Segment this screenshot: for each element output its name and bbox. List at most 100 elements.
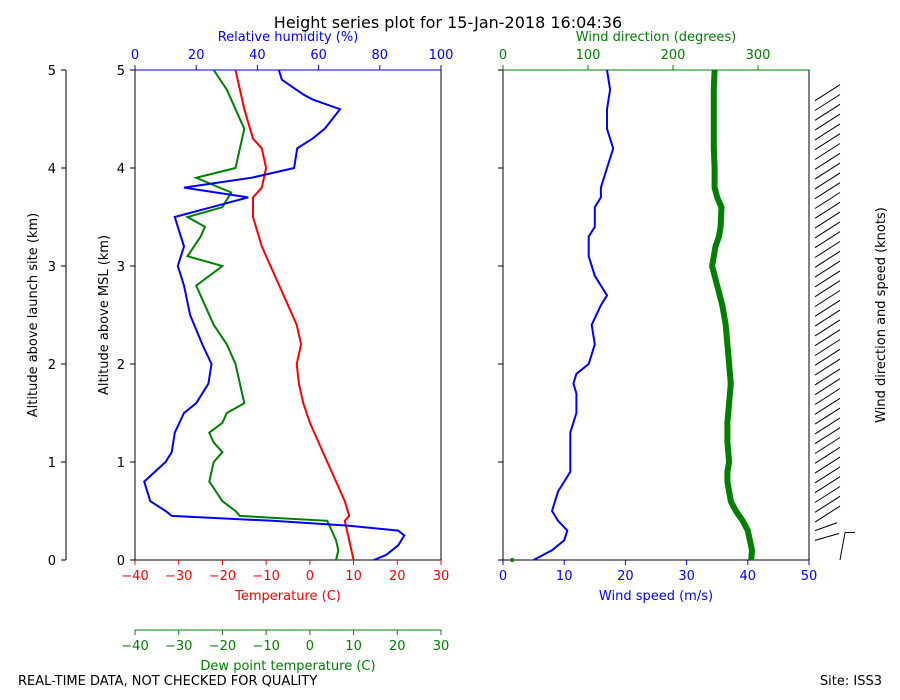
wind-barb — [814, 250, 841, 268]
wind-barb — [814, 123, 841, 141]
temperature-tick-label: 0 — [306, 569, 314, 584]
wind-barb — [814, 260, 841, 278]
series-stray-point — [510, 558, 515, 562]
wind-barb — [814, 113, 841, 131]
humidity-tick-label: 0 — [131, 48, 139, 63]
wind-barb — [814, 533, 840, 541]
temperature-axis-label: Temperature (C) — [234, 589, 341, 604]
wind-barb — [814, 143, 841, 160]
humidity-tick-label: 20 — [188, 48, 205, 63]
wind-barb — [814, 358, 841, 376]
wind-barb — [814, 192, 841, 209]
altitude-site-tick-label: 3 — [48, 260, 56, 275]
wind-barb — [839, 532, 846, 561]
altitude-site-axis-label: Altitude above launch site (km) — [26, 213, 41, 417]
wind-barb-axis-label: Wind direction and speed (knots) — [874, 207, 889, 423]
wind-direction-tick-label: 300 — [746, 48, 771, 63]
series-relative-humidity — [143, 69, 406, 561]
dewpoint-tick-label: −20 — [209, 639, 236, 654]
altitude-site-tick-label: 5 — [48, 64, 56, 79]
wind-barb — [814, 84, 841, 102]
wind-barb — [814, 241, 841, 258]
wind-barb — [814, 378, 841, 396]
wind-barb — [814, 290, 841, 307]
temperature-tick-label: −20 — [209, 569, 236, 584]
footer-disclaimer: REAL-TIME DATA, NOT CHECKED FOR QUALITY — [18, 674, 318, 689]
wind-speed-axis-label: Wind speed (m/s) — [599, 589, 713, 604]
altitude-site-tick-label: 2 — [48, 358, 56, 373]
wind-plot-frame — [502, 69, 810, 561]
wind-barb — [814, 407, 841, 425]
chart-title: Height series plot for 15-Jan-2018 16:04… — [274, 13, 622, 32]
wind-speed-tick-label: 10 — [556, 569, 573, 584]
wind-barb — [814, 437, 841, 454]
wind-direction-tick-label: 200 — [661, 48, 686, 63]
series-wind-speed — [533, 69, 615, 561]
wind-barb — [814, 329, 841, 347]
altitude-site-tick-label: 4 — [48, 162, 56, 177]
altitude-msl-tick-label: 2 — [117, 358, 125, 373]
altitude-msl-tick-label: 4 — [117, 162, 125, 177]
wind-barb — [814, 495, 841, 513]
wind-barb — [814, 270, 841, 288]
temperature-tick-label: 10 — [345, 569, 362, 584]
temperature-tick-label: −10 — [252, 569, 279, 584]
wind-barb — [814, 221, 841, 239]
altitude-msl-tick-label: 3 — [117, 260, 125, 275]
temperature-tick-label: −40 — [121, 569, 148, 584]
wind-barb — [814, 505, 841, 523]
wind-barb — [814, 231, 841, 249]
dewpoint-tick-label: −30 — [165, 639, 192, 654]
humidity-tick-label: 100 — [429, 48, 454, 63]
humidity-tick-label: 40 — [249, 48, 266, 63]
thermo-plot-frame — [134, 69, 442, 561]
dewpoint-tick-label: 0 — [306, 639, 314, 654]
temperature-tick-label: 30 — [433, 569, 450, 584]
humidity-tick-label: 80 — [372, 48, 389, 63]
wind-barb — [814, 94, 841, 111]
wind-barb — [814, 201, 841, 219]
altitude-msl-tick-label: 5 — [117, 64, 125, 79]
wind-speed-tick-label: 20 — [617, 569, 634, 584]
wind-barb — [814, 486, 841, 503]
wind-barb — [814, 211, 841, 229]
wind-barb — [814, 348, 841, 366]
altitude-msl-axis-label: Altitude above MSL (km) — [97, 235, 112, 395]
wind-speed-tick-label: 0 — [499, 569, 507, 584]
dewpoint-tick-label: 20 — [389, 639, 406, 654]
wind-barb — [814, 152, 841, 170]
altitude-msl-tick-label: 0 — [117, 554, 125, 569]
wind-barb — [814, 319, 841, 337]
wind-barb — [814, 446, 841, 464]
wind-barb — [814, 368, 841, 386]
wind-speed-tick-label: 30 — [678, 569, 695, 584]
wind-barb — [814, 172, 841, 190]
wind-barb — [814, 417, 841, 435]
temperature-tick-label: 20 — [389, 569, 406, 584]
wind-barb — [814, 456, 841, 474]
wind-barb — [814, 182, 841, 200]
humidity-axis-label: Relative humidity (%) — [218, 30, 359, 45]
temperature-tick-label: −30 — [165, 569, 192, 584]
dewpoint-tick-label: 10 — [345, 639, 362, 654]
wind-speed-tick-label: 50 — [801, 569, 818, 584]
wind-direction-tick-label: 100 — [576, 48, 601, 63]
footer-site: Site: ISS3 — [819, 674, 882, 689]
wind-barb — [814, 476, 841, 494]
wind-barb — [814, 466, 841, 484]
wind-barb — [814, 162, 841, 180]
altitude-site-tick-label: 1 — [48, 456, 56, 471]
altitude-msl-tick-label: 1 — [117, 456, 125, 471]
wind-barb — [814, 339, 841, 356]
wind-speed-tick-label: 40 — [740, 569, 757, 584]
dewpoint-tick-label: 30 — [433, 639, 450, 654]
wind-barb — [814, 427, 841, 445]
series-wind-direction — [709, 69, 755, 561]
humidity-tick-label: 60 — [310, 48, 327, 63]
wind-barb — [814, 280, 841, 298]
wind-barb — [814, 133, 841, 151]
dewpoint-tick-label: −40 — [121, 639, 148, 654]
series-temperature — [234, 69, 355, 561]
